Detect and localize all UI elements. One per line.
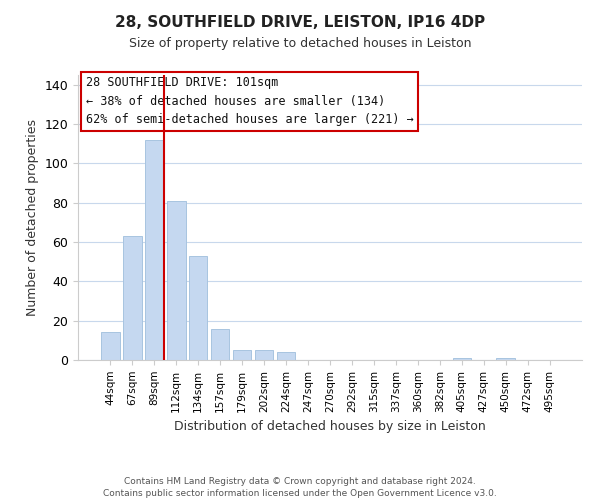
Bar [123, 236, 142, 360]
Bar [452, 358, 471, 360]
Y-axis label: Number of detached properties: Number of detached properties [26, 119, 39, 316]
Bar [167, 201, 185, 360]
X-axis label: Distribution of detached houses by size in Leiston: Distribution of detached houses by size … [174, 420, 486, 433]
Bar [233, 350, 251, 360]
Bar [211, 328, 229, 360]
Bar [255, 350, 274, 360]
Bar [145, 140, 164, 360]
Text: Size of property relative to detached houses in Leiston: Size of property relative to detached ho… [129, 38, 471, 51]
Bar [496, 358, 515, 360]
Text: 28, SOUTHFIELD DRIVE, LEISTON, IP16 4DP: 28, SOUTHFIELD DRIVE, LEISTON, IP16 4DP [115, 15, 485, 30]
Text: Contains HM Land Registry data © Crown copyright and database right 2024.
Contai: Contains HM Land Registry data © Crown c… [103, 476, 497, 498]
Bar [277, 352, 295, 360]
Text: 28 SOUTHFIELD DRIVE: 101sqm
← 38% of detached houses are smaller (134)
62% of se: 28 SOUTHFIELD DRIVE: 101sqm ← 38% of det… [86, 76, 413, 126]
Bar [189, 256, 208, 360]
Bar [101, 332, 119, 360]
